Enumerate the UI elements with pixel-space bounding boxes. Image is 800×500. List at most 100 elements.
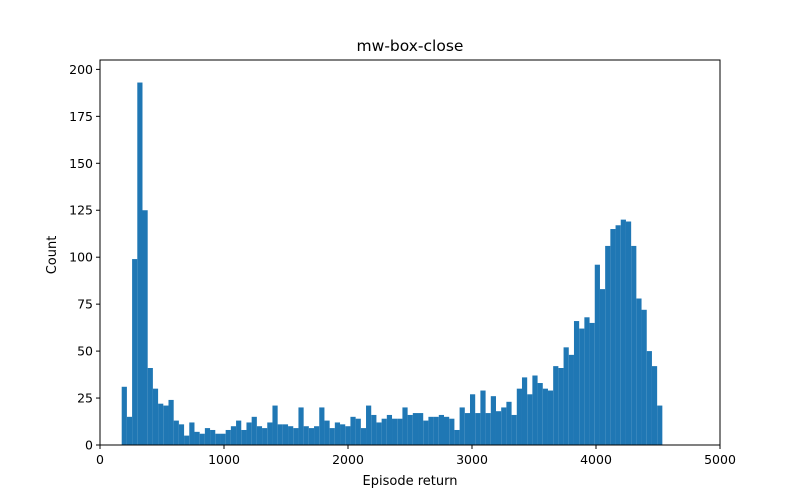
x-tick-label: 5000 bbox=[704, 452, 736, 467]
histogram-bar bbox=[636, 298, 642, 445]
y-tick-label: 150 bbox=[69, 156, 93, 171]
histogram-bar bbox=[495, 411, 502, 445]
x-tick-label: 0 bbox=[96, 452, 104, 467]
histogram-bar bbox=[241, 429, 247, 445]
histogram-bar bbox=[386, 414, 393, 445]
histogram-bar bbox=[428, 416, 434, 445]
histogram-bar bbox=[563, 347, 569, 445]
histogram-bar bbox=[303, 426, 309, 445]
histogram-bar bbox=[158, 403, 164, 445]
histogram-bar bbox=[490, 396, 496, 445]
histogram-bar bbox=[142, 210, 148, 445]
histogram-bar bbox=[314, 426, 320, 445]
histogram-bar bbox=[631, 245, 637, 445]
histogram-bar bbox=[355, 418, 361, 445]
histogram-bar bbox=[173, 420, 179, 445]
histogram-bar bbox=[282, 424, 289, 445]
histogram-bar bbox=[392, 418, 398, 445]
histogram-bar bbox=[480, 390, 486, 445]
histogram-bar bbox=[319, 407, 325, 445]
histogram-bar bbox=[516, 388, 522, 445]
histogram-bar bbox=[308, 428, 315, 445]
y-tick-label: 200 bbox=[69, 62, 93, 77]
y-tick-label: 50 bbox=[77, 344, 93, 359]
histogram-bar bbox=[641, 309, 647, 445]
x-tick-label: 4000 bbox=[580, 452, 612, 467]
histogram-bar bbox=[246, 422, 252, 445]
x-axis: 0 1000 2000 3000 4000 5000 bbox=[96, 445, 736, 467]
histogram-bar bbox=[267, 422, 273, 445]
histogram-bar bbox=[610, 229, 616, 445]
histogram-bar bbox=[350, 416, 356, 445]
bars-group bbox=[121, 82, 663, 445]
histogram-bar bbox=[651, 366, 658, 445]
histogram-bar bbox=[184, 435, 190, 445]
histogram-bar bbox=[454, 429, 460, 445]
histogram-bar bbox=[423, 420, 429, 445]
histogram-bar bbox=[288, 426, 294, 445]
x-tick-label: 3000 bbox=[456, 452, 488, 467]
histogram-bar bbox=[298, 407, 304, 445]
histogram-bar bbox=[501, 407, 507, 445]
histogram-bar bbox=[485, 413, 491, 445]
histogram-bar bbox=[236, 420, 242, 445]
histogram-bar bbox=[594, 264, 600, 445]
histogram-bar bbox=[345, 426, 351, 445]
histogram-bar bbox=[553, 366, 559, 445]
histogram-bar bbox=[381, 418, 387, 445]
histogram-bar bbox=[366, 405, 372, 445]
histogram-bar bbox=[225, 429, 231, 445]
histogram-bar bbox=[438, 414, 445, 445]
histogram-bar bbox=[620, 219, 626, 445]
histogram-bar bbox=[615, 225, 621, 445]
histogram-bar bbox=[521, 377, 528, 445]
y-tick-label: 0 bbox=[85, 438, 93, 453]
histogram-bar bbox=[230, 426, 237, 445]
histogram-bar bbox=[329, 428, 335, 445]
histogram-bar bbox=[433, 416, 439, 445]
histogram-bar bbox=[277, 424, 283, 445]
histogram-bar bbox=[324, 420, 330, 445]
histogram-bar bbox=[132, 259, 138, 445]
histogram-bar bbox=[210, 429, 216, 445]
x-tick-label: 2000 bbox=[332, 452, 364, 467]
histogram-bar bbox=[199, 433, 205, 445]
histogram-bar bbox=[511, 414, 517, 445]
histogram-bar bbox=[459, 407, 465, 445]
histogram-bar bbox=[449, 418, 455, 445]
histogram-bar bbox=[579, 328, 585, 445]
y-axis-label: Count bbox=[45, 236, 60, 275]
histogram-bar bbox=[397, 418, 403, 445]
histogram-bar bbox=[371, 414, 377, 445]
y-tick-label: 175 bbox=[69, 109, 93, 124]
histogram-bar bbox=[340, 424, 346, 445]
histogram-bar bbox=[256, 426, 263, 445]
histogram-bar bbox=[137, 82, 143, 445]
histogram-bar bbox=[568, 354, 574, 445]
histogram-bar bbox=[547, 390, 554, 445]
histogram-bar bbox=[220, 433, 226, 445]
histogram-bar bbox=[402, 407, 408, 445]
histogram-bar bbox=[475, 413, 481, 445]
histogram-bar bbox=[376, 422, 382, 445]
histogram-bar bbox=[599, 289, 606, 445]
y-tick-label: 75 bbox=[77, 297, 93, 312]
histogram-bar bbox=[407, 414, 413, 445]
histogram-bar bbox=[194, 431, 200, 445]
histogram-bar bbox=[584, 317, 590, 445]
histogram-bar bbox=[412, 413, 419, 445]
histogram-bar bbox=[506, 401, 512, 445]
histogram-bar bbox=[558, 368, 564, 445]
histogram-bar bbox=[469, 394, 476, 445]
histogram-bar bbox=[646, 351, 652, 445]
y-tick-label: 100 bbox=[69, 250, 93, 265]
histogram-bar bbox=[251, 416, 257, 445]
histogram-bar bbox=[444, 416, 450, 445]
histogram-bar bbox=[178, 424, 185, 445]
plot-frame bbox=[99, 59, 721, 446]
histogram-bar bbox=[334, 422, 341, 445]
histogram-bar bbox=[215, 433, 221, 445]
histogram-bar bbox=[121, 386, 127, 445]
histogram-bar bbox=[464, 413, 470, 445]
